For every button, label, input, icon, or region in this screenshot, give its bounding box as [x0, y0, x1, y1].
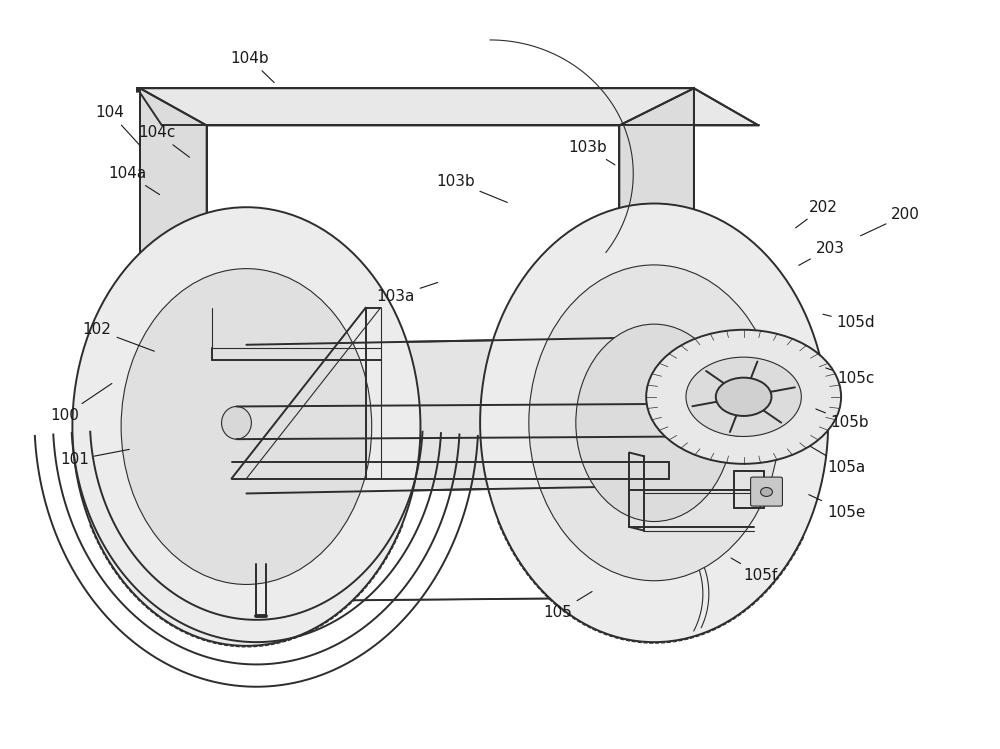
Ellipse shape [716, 377, 771, 416]
Text: 104a: 104a [108, 166, 160, 195]
FancyBboxPatch shape [751, 477, 782, 506]
Ellipse shape [686, 357, 801, 437]
Text: 103b: 103b [436, 174, 507, 202]
Text: 104b: 104b [230, 51, 274, 82]
Text: 104: 104 [96, 106, 140, 146]
Text: 105e: 105e [809, 494, 865, 520]
Ellipse shape [121, 269, 372, 584]
Ellipse shape [576, 324, 732, 521]
Text: 105f: 105f [731, 558, 778, 583]
Text: 202: 202 [796, 200, 838, 228]
Text: 102: 102 [83, 322, 154, 351]
Text: 105b: 105b [816, 409, 869, 431]
Text: 103a: 103a [376, 282, 438, 304]
Ellipse shape [480, 204, 828, 642]
Text: 104c: 104c [138, 125, 189, 157]
Ellipse shape [646, 330, 841, 464]
Text: 100: 100 [50, 383, 112, 423]
Text: 200: 200 [861, 207, 920, 236]
Text: 105c: 105c [826, 368, 875, 386]
Ellipse shape [724, 404, 754, 436]
Polygon shape [619, 88, 694, 397]
Ellipse shape [529, 265, 779, 580]
Circle shape [761, 488, 772, 497]
Text: 203: 203 [799, 240, 845, 265]
Text: 105d: 105d [823, 315, 875, 330]
Text: 105: 105 [543, 592, 592, 620]
Polygon shape [140, 88, 207, 404]
Ellipse shape [222, 407, 251, 439]
Polygon shape [137, 88, 759, 125]
Polygon shape [246, 337, 654, 494]
Ellipse shape [72, 207, 420, 646]
Text: 105a: 105a [811, 446, 865, 475]
Text: 101: 101 [60, 449, 129, 467]
Text: 103b: 103b [568, 140, 615, 165]
